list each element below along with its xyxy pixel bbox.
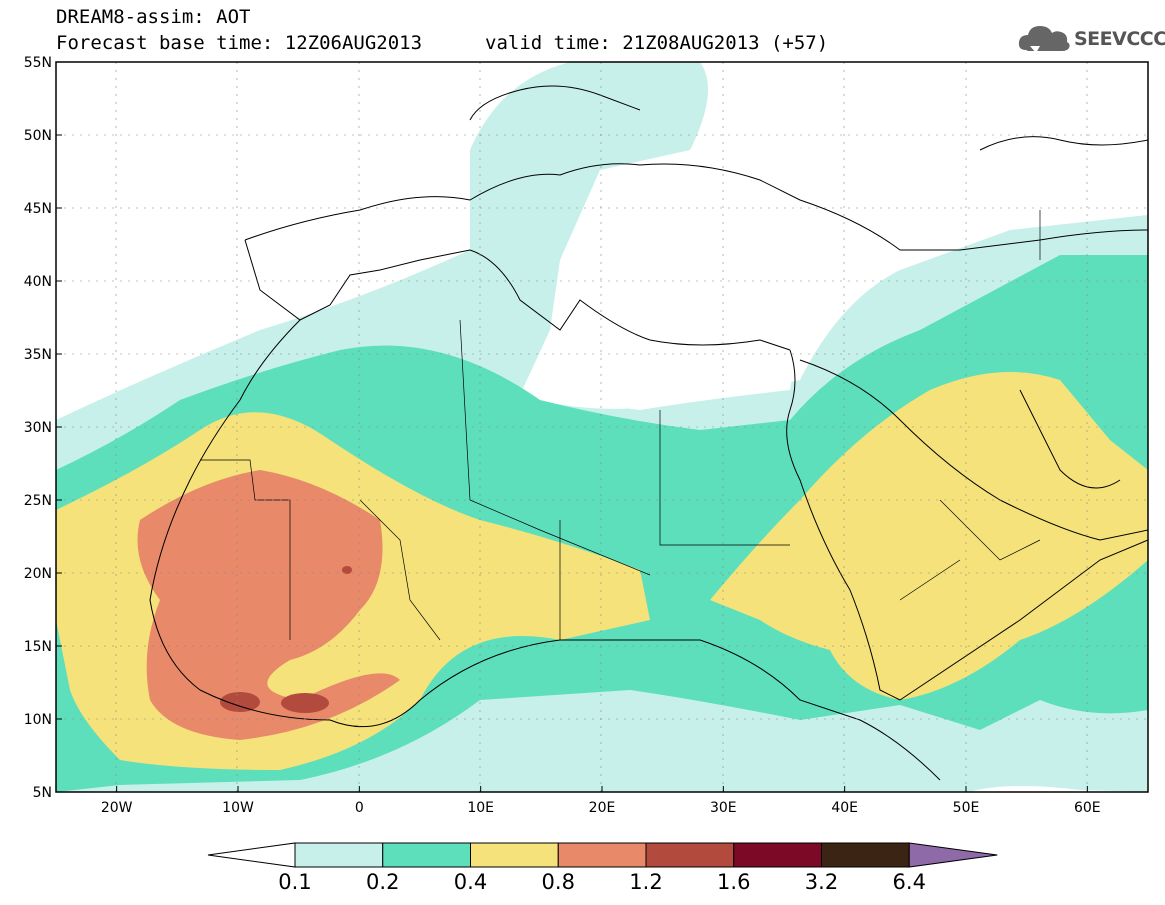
- colorbar-box: [294, 842, 384, 868]
- colorbar-box: [733, 842, 822, 868]
- lat-label-40N: 40N: [24, 274, 52, 290]
- lat-label-55N: 55N: [24, 55, 52, 71]
- latitude-labels: 55N 50N 45N 40N 35N 30N 25N 20N 15N 10N 5N: [24, 55, 52, 801]
- cloud-logo-icon: [1018, 26, 1070, 53]
- coastlines: [149, 85, 1148, 781]
- colorbar-box: [557, 842, 647, 868]
- aot-band-1.2-1.6-c: [342, 566, 352, 574]
- lon-label-60E: 60E: [1074, 800, 1101, 816]
- seevccc-logo: SEEVCCC: [1016, 20, 1165, 58]
- colorbar-box: [821, 842, 910, 868]
- colorbar-label: 0.8: [541, 870, 575, 894]
- colorbar-overflow: [908, 842, 998, 868]
- aot-band-0.8-1.2: [137, 470, 400, 740]
- colorbar-label: 6.4: [892, 870, 926, 894]
- colorbar-label: 1.2: [629, 870, 663, 894]
- lat-label-15N: 15N: [24, 639, 52, 655]
- aot-band-1.2-1.6-a: [220, 692, 260, 712]
- map-title: DREAM8-assim: AOT: [56, 6, 251, 28]
- colorbar-label: 3.2: [804, 870, 839, 894]
- colorbar: [207, 842, 998, 868]
- logo-text: SEEVCCC: [1074, 28, 1165, 50]
- lon-label-0: 0: [355, 800, 364, 816]
- lon-label-40E: 40E: [831, 800, 858, 816]
- longitude-labels: 20W 10W 0 10E 20E 30E 40E 50E 60E: [101, 800, 1101, 816]
- colorbar-box: [645, 842, 735, 868]
- lat-label-50N: 50N: [24, 128, 52, 144]
- lon-label-20W: 20W: [101, 800, 133, 816]
- forecast-base-time: Forecast base time: 12Z06AUG2013: [56, 32, 423, 54]
- axis-ticks: [56, 61, 1088, 793]
- lat-label-25N: 25N: [24, 493, 52, 509]
- colorbar-underflow: [207, 842, 296, 868]
- aot-band-0.4-0.8-east: [710, 372, 1148, 700]
- lon-label-30E: 30E: [710, 800, 737, 816]
- colorbar-label: 0.2: [366, 870, 400, 894]
- lat-label-5N: 5N: [33, 785, 52, 801]
- gridlines: [56, 62, 1148, 792]
- lon-label-10E: 10E: [467, 800, 494, 816]
- colorbar-label: 0.4: [453, 870, 488, 894]
- lon-label-10W: 10W: [222, 800, 254, 816]
- colorbar-label: 0.1: [278, 870, 312, 894]
- lat-label-35N: 35N: [24, 347, 52, 363]
- country-borders: [200, 210, 1041, 641]
- lon-label-50E: 50E: [953, 800, 980, 816]
- lat-label-10N: 10N: [24, 712, 52, 728]
- lon-label-20E: 20E: [589, 800, 616, 816]
- aot-field: [56, 62, 1148, 792]
- valid-time: valid time: 21Z08AUG2013 (+57): [485, 32, 829, 54]
- colorbar-box: [382, 842, 471, 868]
- colorbar-box: [470, 842, 559, 868]
- lat-label-20N: 20N: [24, 566, 52, 582]
- colorbar-label: 1.6: [717, 870, 751, 894]
- lat-label-45N: 45N: [24, 201, 52, 217]
- lat-label-30N: 30N: [24, 420, 52, 436]
- aot-band-1.2-1.6-b: [281, 693, 329, 713]
- clear-area-mediterranean: [550, 275, 800, 410]
